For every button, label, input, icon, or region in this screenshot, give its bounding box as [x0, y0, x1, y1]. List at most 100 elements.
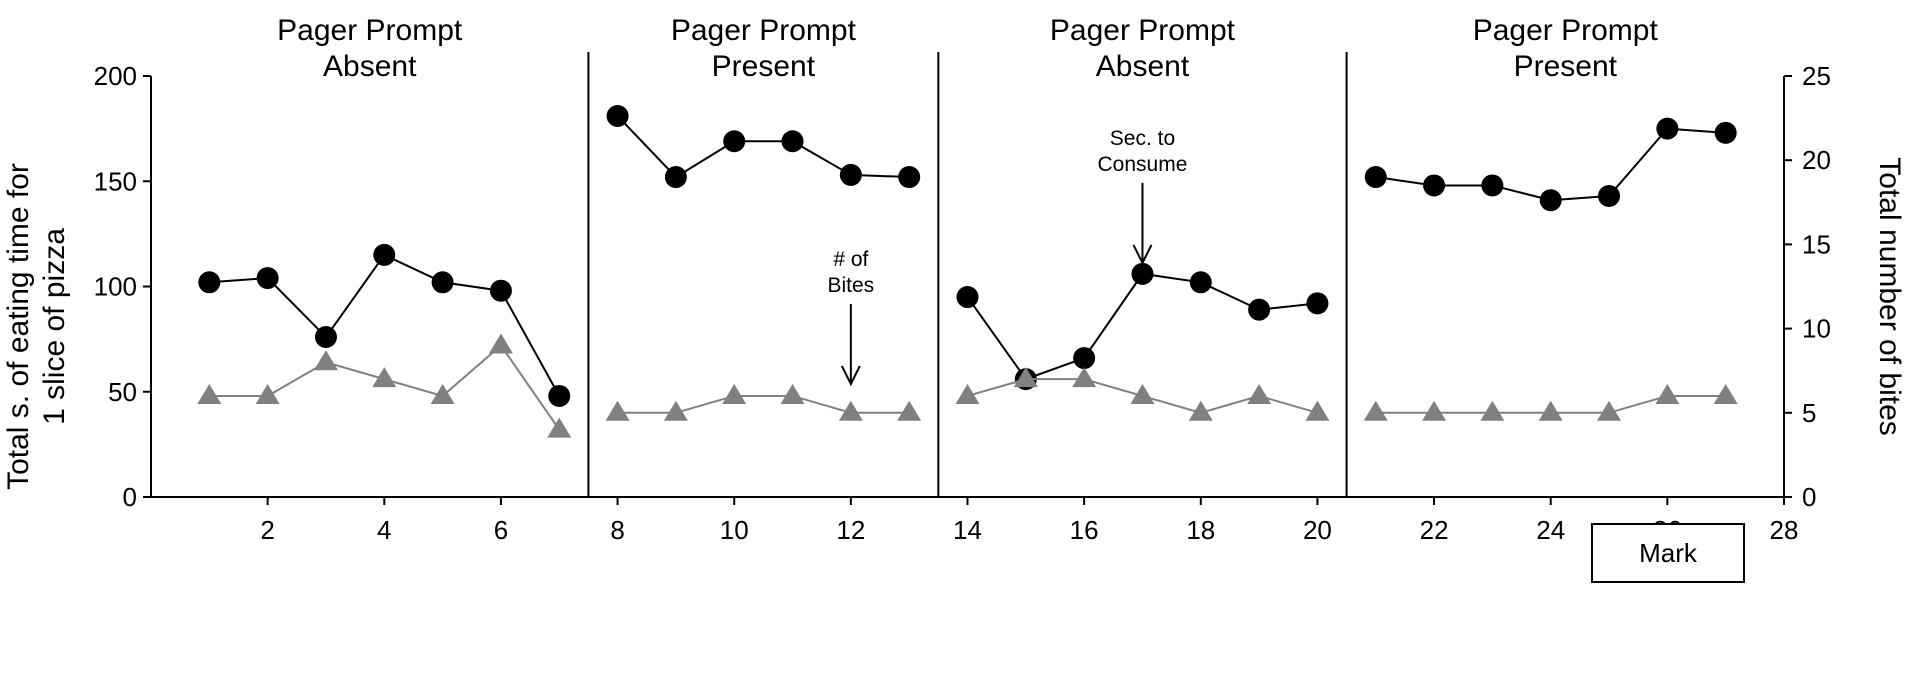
x-tick-label: 24 — [1536, 515, 1565, 545]
x-tick-label: 8 — [610, 515, 624, 545]
phase-title-line: Pager Prompt — [277, 14, 463, 47]
data-point-bites — [255, 383, 280, 404]
phase-title: Pager Prompt Absent — [1050, 14, 1236, 83]
data-point-seconds — [781, 130, 804, 153]
y-right-tick-label: 25 — [1802, 61, 1831, 91]
y-left-axis-title-line: 1 slice of pizza — [38, 228, 71, 425]
data-point-seconds — [198, 271, 221, 294]
annotation-arrow-head — [1132, 244, 1153, 266]
data-point-seconds — [1306, 292, 1329, 315]
x-tick-label: 6 — [494, 515, 508, 545]
annotation-layer: # of Bites Sec. to Consume — [828, 127, 1188, 387]
data-point-bites — [488, 333, 513, 354]
data-point-seconds — [1656, 117, 1679, 140]
annotation-text-line: Sec. to — [1110, 127, 1175, 150]
data-point-seconds — [839, 163, 862, 186]
data-point-seconds — [1423, 174, 1446, 197]
phase-title-line: Pager Prompt — [1473, 14, 1659, 47]
data-point-bites — [1072, 367, 1097, 388]
data-point-bites — [1538, 400, 1563, 421]
annotation-text: Sec. to Consume — [1098, 127, 1188, 176]
annotation: # of Bites — [828, 248, 875, 387]
y-axis-left: 0 50 100 150 200 Total s. of eating time for 1… — [2, 61, 151, 512]
legend-box — [1591, 523, 1745, 583]
x-tick-label: 16 — [1070, 515, 1099, 545]
data-point-seconds — [256, 267, 279, 290]
data-point-seconds — [1364, 166, 1387, 189]
y-right-axis-title: Total number of bites — [1873, 157, 1906, 435]
annotation-arrow-head — [840, 365, 861, 387]
data-point-bites — [1013, 367, 1038, 388]
legend: Mark — [1591, 523, 1745, 583]
y-left-tick-label: 150 — [94, 166, 137, 196]
data-point-seconds — [1248, 298, 1271, 321]
data-point-seconds — [723, 130, 746, 153]
phase-lines — [587, 52, 1348, 497]
y-right-tick-label: 15 — [1802, 229, 1831, 259]
data-point-seconds — [1189, 271, 1212, 294]
data-point-seconds — [956, 286, 979, 309]
series-seconds — [198, 104, 1737, 407]
phase-title-line: Absent — [1096, 50, 1190, 83]
y-right-tick-label: 10 — [1802, 314, 1831, 344]
y-axis-right: 0 5 10 15 20 25 Total number of bites — [1784, 61, 1906, 512]
data-point-seconds — [1131, 262, 1154, 285]
series-bites — [197, 333, 1738, 438]
data-point-bites — [955, 383, 980, 404]
series-seconds-line — [616, 115, 910, 179]
y-left-axis-title: Total s. of eating time for 1 slice of pi… — [2, 163, 71, 490]
data-point-bites — [1363, 400, 1388, 421]
data-point-seconds — [606, 104, 629, 127]
annotation-text: # of Bites — [828, 248, 875, 297]
data-point-bites — [1655, 383, 1680, 404]
data-point-seconds — [373, 243, 396, 266]
y-right-tick-label: 20 — [1802, 145, 1831, 175]
series-layer — [197, 104, 1738, 438]
series-seconds-line — [966, 272, 1318, 381]
x-tick-label: 14 — [953, 515, 982, 545]
data-point-bites — [1305, 400, 1330, 421]
data-point-bites — [1188, 400, 1213, 421]
data-point-bites — [780, 383, 805, 404]
data-point-seconds — [1481, 174, 1504, 197]
data-point-bites — [1713, 383, 1738, 404]
annotation-text-line: # of — [833, 248, 868, 271]
phase-title: Pager Prompt Absent — [277, 14, 463, 83]
x-tick-label: 12 — [836, 515, 865, 545]
data-point-seconds — [431, 271, 454, 294]
x-tick-label: 18 — [1186, 515, 1215, 545]
annotation: Sec. to Consume — [1098, 127, 1188, 266]
data-point-bites — [430, 383, 455, 404]
data-point-seconds — [898, 166, 921, 189]
annotation-text-line: Bites — [828, 274, 875, 297]
data-point-bites — [1480, 400, 1505, 421]
y-left-tick-label: 100 — [94, 272, 137, 302]
data-point-seconds — [314, 326, 337, 349]
data-point-seconds — [664, 166, 687, 189]
data-point-bites — [1597, 400, 1622, 421]
data-point-seconds — [1598, 184, 1621, 207]
data-point-bites — [313, 350, 338, 371]
x-tick-label: 2 — [260, 515, 274, 545]
y-right-tick-label: 5 — [1802, 398, 1816, 428]
y-right-tick-label: 0 — [1802, 482, 1816, 512]
data-point-seconds — [548, 384, 571, 407]
series-bites-line — [209, 343, 561, 431]
data-point-seconds — [1073, 347, 1096, 370]
x-tick-label: 22 — [1420, 515, 1449, 545]
data-point-bites — [1247, 383, 1272, 404]
y-left-tick-label: 50 — [108, 377, 137, 407]
phase-title-line: Pager Prompt — [1050, 14, 1236, 47]
x-tick-label: 20 — [1303, 515, 1332, 545]
data-point-bites — [1422, 400, 1447, 421]
data-point-bites — [897, 400, 922, 421]
x-tick-label: 28 — [1770, 515, 1799, 545]
x-axis: 246810121416182022242628 — [260, 497, 1798, 545]
legend-label: Mark — [1639, 538, 1698, 568]
data-point-bites — [838, 400, 863, 421]
phase-title: Pager Prompt Present — [671, 14, 857, 83]
data-point-seconds — [1539, 189, 1562, 212]
data-point-bites — [663, 400, 688, 421]
